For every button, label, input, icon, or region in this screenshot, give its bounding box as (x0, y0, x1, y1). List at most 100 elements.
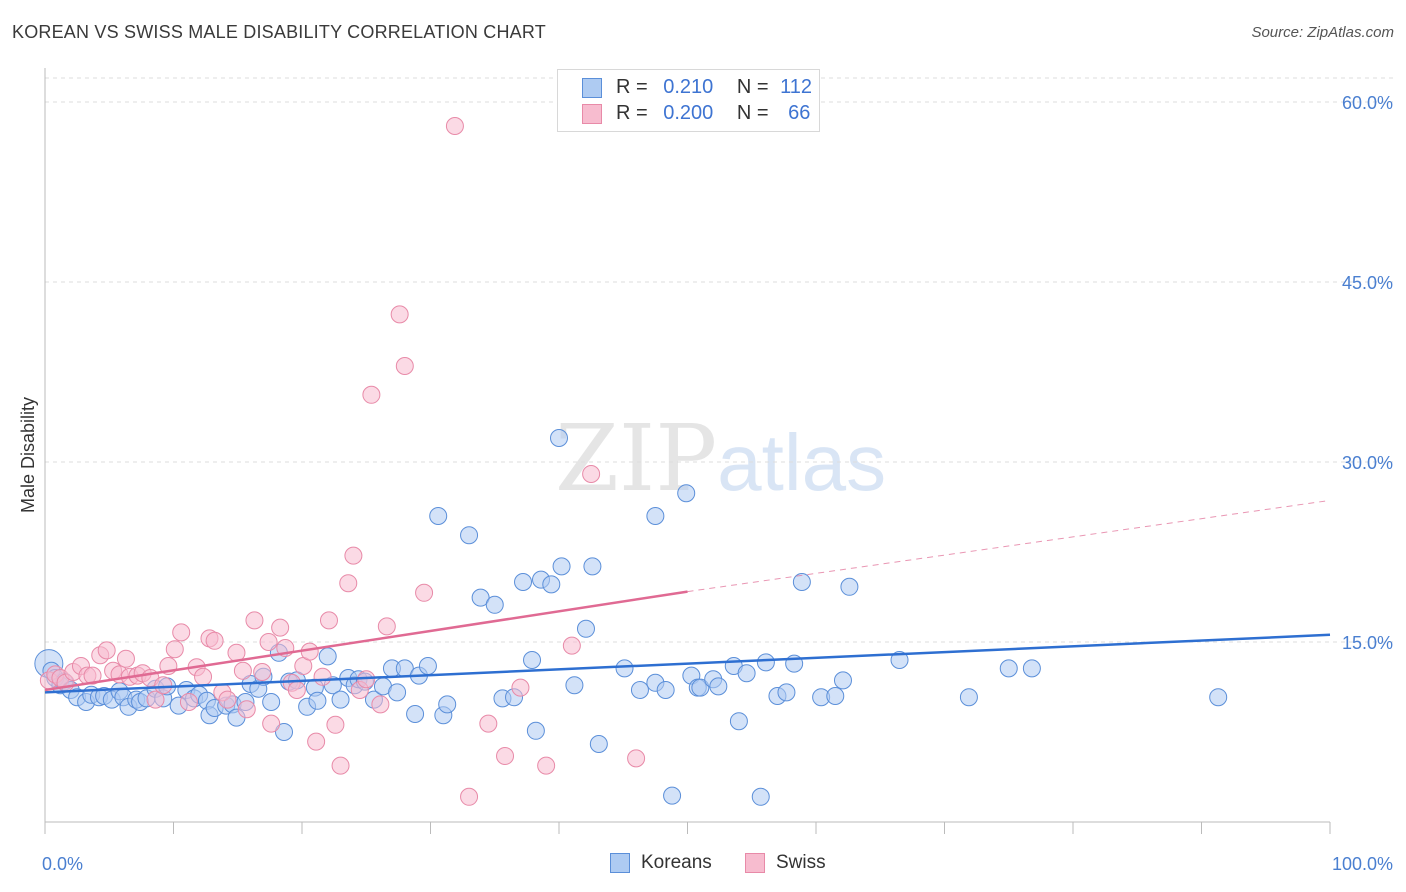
korean-point (542, 575, 561, 594)
swiss-point (233, 661, 252, 680)
korean-point (418, 657, 437, 675)
korean-point (663, 786, 682, 805)
korean-point (275, 723, 294, 741)
legend-r-label: R = (616, 76, 648, 98)
y-tick-label: 45.0% (1342, 273, 1393, 293)
korean-point (526, 721, 545, 740)
swiss-point (97, 641, 116, 660)
legend-n-value: 66 (788, 102, 811, 124)
legend-n-label: N = (736, 76, 769, 98)
legend-n-label: N = (736, 102, 769, 124)
korean-point (656, 681, 675, 699)
swiss-point (218, 690, 237, 709)
swiss-point (390, 305, 409, 324)
korean-point (514, 573, 533, 591)
legend-text-swiss: R = 0.200 N = 66 (616, 102, 810, 125)
swiss-trend-line (44, 590, 688, 692)
swiss-point (179, 693, 198, 711)
koreans-swatch (610, 853, 630, 873)
trend-lines (44, 499, 1331, 694)
swiss-point (326, 715, 345, 734)
korean-point (615, 659, 634, 678)
bottom-legend-koreans-label: Koreans (641, 852, 712, 873)
swiss-point (307, 732, 326, 751)
swiss-point (313, 667, 332, 686)
chart-title: KOREAN VS SWISS MALE DISABILITY CORRELAT… (12, 22, 546, 42)
korean-point (1209, 688, 1228, 707)
korean-point (677, 484, 696, 503)
korean-point (485, 595, 504, 614)
korean-point (709, 677, 728, 696)
korean-point (751, 787, 770, 806)
korean-point (959, 688, 978, 707)
korean-point (589, 735, 608, 753)
swiss-point (262, 714, 281, 733)
bottom-legend-swiss-label: Swiss (776, 852, 826, 873)
source-credit: Source: ZipAtlas.com (1251, 24, 1394, 41)
swiss-point (496, 747, 515, 765)
korean-point (583, 557, 602, 576)
swiss-point (511, 678, 530, 697)
korean-point (792, 573, 811, 591)
axis-labels: 15.0% 30.0% 45.0% 60.0% 0.0% 100.0% Male Disab… (18, 93, 1393, 874)
grid (45, 77, 1393, 643)
swiss-point (627, 749, 646, 768)
y-tick-label: 60.0% (1342, 93, 1393, 113)
korean-point (826, 687, 845, 705)
y-axis-label: Male Disability (18, 397, 38, 513)
swiss-point (319, 611, 338, 630)
swiss-point (582, 465, 601, 483)
swiss-point (271, 618, 290, 637)
korean-point (576, 619, 595, 638)
korean-point (565, 676, 584, 695)
korean-point (471, 588, 490, 607)
legend-r-label: R = (616, 102, 648, 124)
korean-point (262, 693, 281, 711)
korean-point (388, 683, 407, 702)
swiss-point (165, 640, 184, 659)
korean-point (777, 683, 796, 702)
swiss-swatch (745, 853, 765, 873)
swiss-point (479, 714, 498, 733)
swiss-point (146, 690, 165, 709)
koreans-trend-line (44, 633, 1331, 694)
legend: R = 0.210 N = 112 R = 0.200 N = 66 (557, 69, 820, 132)
korean-point (691, 678, 710, 697)
korean-point (406, 705, 425, 723)
x-tick-label: 0.0% (42, 854, 83, 874)
korean-point (737, 664, 756, 683)
x-tick-label: 100.0% (1332, 854, 1393, 874)
swiss-point (344, 546, 363, 565)
swiss-points (39, 117, 646, 806)
korean-point (460, 526, 479, 545)
swiss-point (339, 574, 358, 593)
legend-n-value: 112 (780, 76, 813, 98)
swiss-point (395, 357, 414, 375)
swiss-point (377, 617, 396, 636)
korean-point (318, 647, 337, 666)
swiss-trend-extension (687, 499, 1331, 593)
y-tick-label: 30.0% (1342, 453, 1393, 473)
legend-text-koreans: R = 0.210 N = 112 (616, 76, 812, 99)
korean-point (756, 653, 775, 672)
korean-point (890, 651, 909, 669)
swiss-swatch (582, 104, 602, 124)
koreans-points (34, 429, 1228, 806)
korean-point (999, 659, 1018, 678)
swiss-point (287, 681, 306, 699)
swiss-point (205, 631, 224, 650)
swiss-point (259, 633, 278, 651)
y-tick-label: 15.0% (1342, 633, 1393, 653)
korean-point (552, 557, 571, 576)
korean-point (438, 695, 457, 714)
swiss-point (172, 623, 191, 642)
swiss-point (154, 676, 173, 695)
swiss-point (194, 667, 213, 686)
swiss-point (371, 695, 390, 714)
swiss-point (245, 611, 264, 630)
korean-point (1022, 659, 1041, 678)
korean-point (429, 507, 448, 525)
swiss-point (83, 666, 102, 685)
swiss-point (562, 636, 581, 655)
